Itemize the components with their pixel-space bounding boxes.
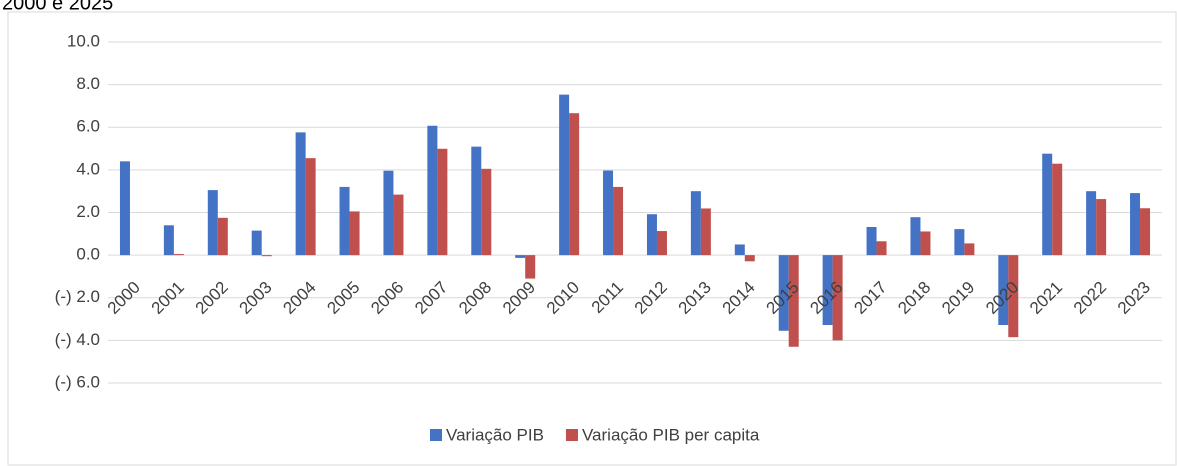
bar [119, 161, 130, 256]
bar [920, 231, 931, 256]
bar [734, 244, 745, 256]
bar [427, 125, 438, 256]
bar [910, 217, 921, 256]
bar [1096, 199, 1107, 256]
bar [954, 229, 965, 256]
bar [744, 255, 755, 262]
bar [349, 211, 360, 256]
y-tick-label: 2.0 [76, 202, 100, 221]
bar [603, 170, 614, 256]
bar [646, 214, 657, 256]
bar [163, 225, 174, 256]
bar [437, 148, 448, 256]
y-tick-label: (-) 4.0 [55, 330, 100, 349]
bar [339, 186, 350, 256]
bar [383, 170, 394, 256]
bar [1008, 255, 1019, 338]
bar [471, 146, 482, 256]
bar [1140, 208, 1151, 256]
bar [251, 230, 262, 256]
y-tick-label: 6.0 [76, 117, 100, 136]
bar [305, 158, 316, 256]
y-tick-label: 10.0 [67, 31, 100, 50]
bar [832, 255, 843, 341]
legend-label: Variação PIB [446, 425, 544, 444]
bar [1130, 193, 1141, 256]
bar [700, 208, 711, 256]
y-tick-label: 0.0 [76, 245, 100, 264]
legend-label: Variação PIB per capita [582, 425, 760, 444]
bar [173, 254, 184, 256]
bar [569, 113, 580, 256]
bar [998, 255, 1009, 326]
bar [964, 243, 975, 256]
bar [481, 168, 492, 256]
bar [525, 255, 536, 279]
y-tick-label: 4.0 [76, 159, 100, 178]
bar [778, 255, 789, 331]
bar [1086, 191, 1097, 256]
bar [788, 255, 799, 347]
bar [613, 186, 624, 256]
bar [866, 226, 877, 256]
bar [393, 194, 404, 256]
bar [690, 191, 701, 256]
bar [876, 241, 887, 256]
chart-title: 2000 e 2025 [2, 0, 113, 14]
y-tick-label: 8.0 [76, 74, 100, 93]
y-tick-label: (-) 2.0 [55, 287, 100, 306]
bar [822, 255, 833, 326]
bar [1052, 163, 1063, 256]
bar [1042, 153, 1053, 256]
chart-frame [7, 11, 1177, 466]
legend-swatch [430, 429, 442, 441]
bar [261, 255, 272, 257]
legend-swatch [565, 429, 578, 441]
bar [656, 231, 667, 256]
bar [207, 190, 218, 256]
y-tick-label: (-) 6.0 [55, 372, 100, 391]
bar [559, 94, 570, 256]
bar [515, 255, 526, 258]
bar [217, 217, 228, 256]
bar [295, 132, 306, 256]
